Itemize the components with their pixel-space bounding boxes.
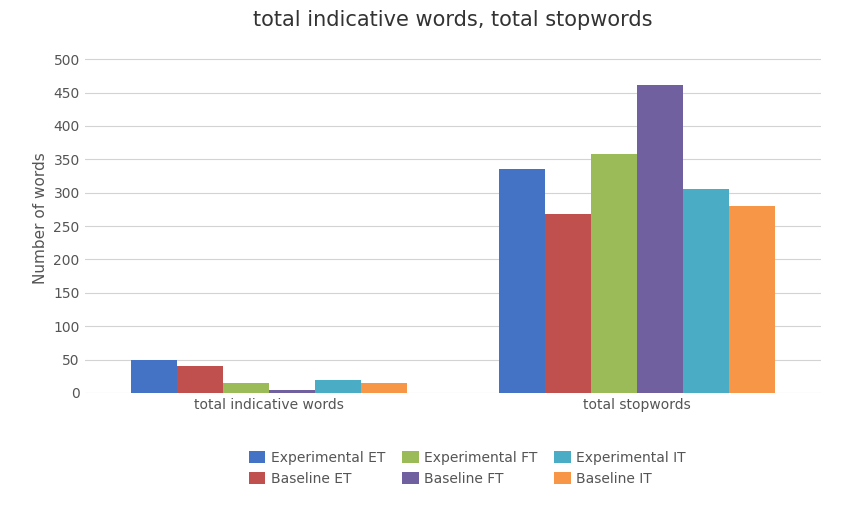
Bar — [545, 214, 591, 393]
Bar — [177, 365, 222, 393]
Bar — [222, 383, 268, 393]
Title: total indicative words, total stopwords: total indicative words, total stopwords — [253, 10, 652, 30]
Bar — [360, 383, 407, 393]
Bar — [728, 206, 775, 393]
Bar — [268, 390, 315, 393]
Bar — [130, 360, 177, 393]
Bar — [683, 190, 728, 393]
Bar — [315, 380, 360, 393]
Legend: Experimental ET, Baseline ET, Experimental FT, Baseline FT, Experimental IT, Bas: Experimental ET, Baseline ET, Experiment… — [243, 446, 691, 492]
Bar — [591, 154, 636, 393]
Y-axis label: Number of words: Number of words — [33, 152, 48, 284]
Bar — [498, 169, 545, 393]
Bar — [636, 84, 683, 393]
